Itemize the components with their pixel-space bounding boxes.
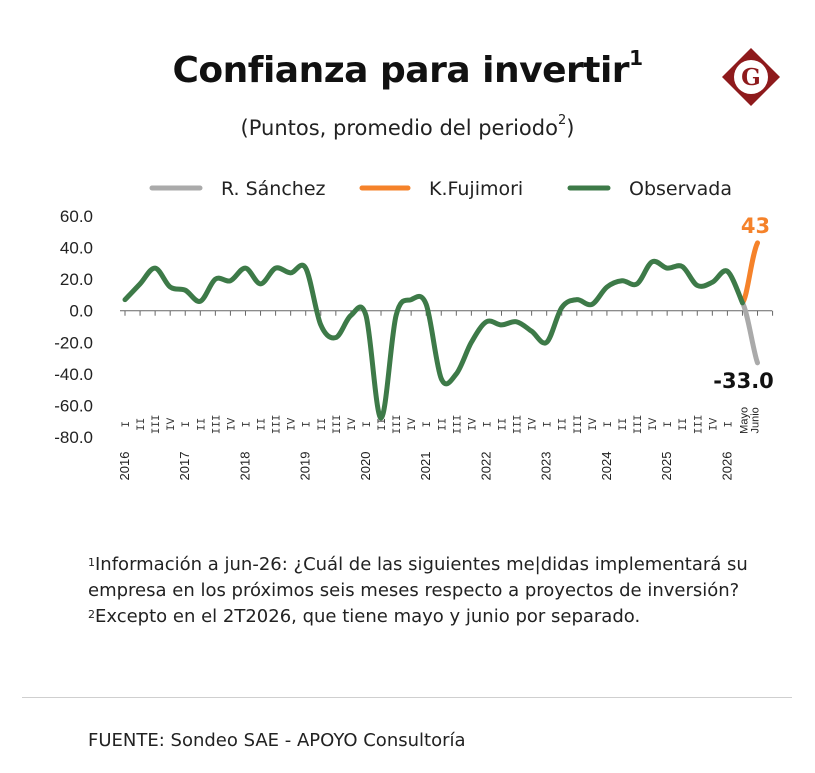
quarter-label: IV — [588, 417, 600, 431]
quarter-label: II — [558, 418, 570, 431]
year-label: 2020 — [358, 452, 373, 481]
quarter-label: III — [452, 414, 464, 434]
quarter-label: I — [362, 421, 374, 428]
sanchez-end-label: -33.0 — [713, 369, 774, 393]
quarter-label: I — [603, 421, 615, 428]
series-sanchez-line — [739, 300, 761, 366]
series-observada-line — [122, 258, 745, 421]
year-label: 2017 — [177, 452, 192, 481]
quarter-label: I — [302, 421, 314, 428]
quarter-label: IV — [287, 417, 299, 431]
quarter-label: I — [482, 421, 494, 428]
quarter-label: III — [513, 414, 525, 434]
end-labels: 43 -33.0 — [713, 214, 774, 393]
year-label: 2019 — [298, 452, 313, 481]
chart-title: Confianza para invertir1 — [172, 46, 643, 91]
quarter-label: IV — [347, 417, 359, 431]
year-label: 2022 — [478, 452, 493, 481]
year-label: 2026 — [719, 452, 734, 481]
quarter-label: IV — [407, 417, 419, 431]
quarter-label: IV — [648, 417, 660, 431]
quarter-label: II — [377, 418, 389, 431]
chart-legend: R. Sánchez K.Fujimori Observada — [149, 178, 732, 200]
year-label: 2024 — [599, 452, 614, 481]
quarter-label: I — [723, 421, 735, 428]
quarter-label: IV — [528, 417, 540, 431]
quarter-label: III — [392, 414, 404, 434]
quarter-label: I — [121, 421, 133, 428]
chart-subtitle: (Puntos, promedio del periodo2) — [240, 113, 575, 140]
month-label: Junio — [749, 407, 761, 433]
quarter-label: IV — [467, 417, 479, 431]
quarter-label: I — [181, 421, 193, 428]
y-tick-label: 60.0 — [60, 207, 93, 226]
divider — [22, 697, 792, 698]
y-tick-label: -60.0 — [54, 396, 93, 415]
y-tick-label: 40.0 — [60, 239, 93, 258]
quarter-label: I — [422, 421, 434, 428]
year-label: 2021 — [418, 452, 433, 481]
month-label: Mayo — [738, 407, 750, 434]
quarter-label: II — [678, 418, 690, 431]
year-label: 2018 — [237, 452, 252, 481]
quarter-label: I — [543, 421, 555, 428]
x-axis: I II III IV I II III IV I II III IV I II III IV I II III IV… — [117, 310, 774, 481]
quarter-label: IV — [708, 417, 720, 431]
source-note: FUENTE: Sondeo SAE - APOYO Consultoría — [88, 730, 466, 751]
year-label: 2025 — [659, 452, 674, 481]
quarter-label: III — [272, 414, 284, 434]
quarter-label: II — [136, 418, 148, 431]
y-tick-label: -80.0 — [54, 428, 93, 447]
y-tick-label: 20.0 — [60, 270, 93, 289]
quarter-label: III — [332, 414, 344, 434]
logo-letter: G — [741, 64, 761, 91]
quarter-label: II — [317, 418, 329, 431]
y-tick-label: 0.0 — [69, 302, 93, 321]
footnotes: 1Información a jun-26: ¿Cuál de las sigu… — [88, 552, 788, 630]
year-label: 2023 — [539, 452, 554, 481]
quarter-label: II — [257, 418, 269, 431]
quarter-label: I — [241, 421, 253, 428]
gestion-logo-icon: G — [722, 48, 780, 106]
footnote-2: 2Excepto en el 2T2026, que tiene mayo y … — [88, 606, 641, 627]
series-layer — [122, 240, 761, 421]
legend-label-2: Observada — [629, 178, 732, 200]
quarter-label: II — [498, 418, 510, 431]
quarter-label: III — [211, 414, 223, 434]
fujimori-end-label: 43 — [741, 214, 770, 238]
y-tick-label: -20.0 — [54, 333, 93, 352]
quarter-label: III — [151, 414, 163, 434]
line-chart: R. Sánchez K.Fujimori Observada 60.0 40.0 20… — [54, 178, 774, 481]
footnote-1: 1Información a jun-26: ¿Cuál de las sigu… — [88, 554, 748, 601]
quarter-label: IV — [226, 417, 238, 431]
year-label: 2016 — [117, 452, 132, 481]
quarter-label: I — [663, 421, 675, 428]
legend-label-1: K.Fujimori — [429, 178, 523, 200]
series-fujimori-line — [739, 240, 761, 306]
y-axis: 60.0 40.0 20.0 0.0 -20.0 -40.0 -60.0 -80.0 — [54, 207, 93, 447]
legend-label-0: R. Sánchez — [221, 178, 326, 200]
quarter-label: II — [196, 418, 208, 431]
quarter-label: III — [693, 414, 705, 434]
quarter-label: II — [618, 418, 630, 431]
quarter-label: III — [573, 414, 585, 434]
quarter-label: II — [437, 418, 449, 431]
quarter-label: III — [633, 414, 645, 434]
y-tick-label: -40.0 — [54, 365, 93, 384]
quarter-label: IV — [166, 417, 178, 431]
